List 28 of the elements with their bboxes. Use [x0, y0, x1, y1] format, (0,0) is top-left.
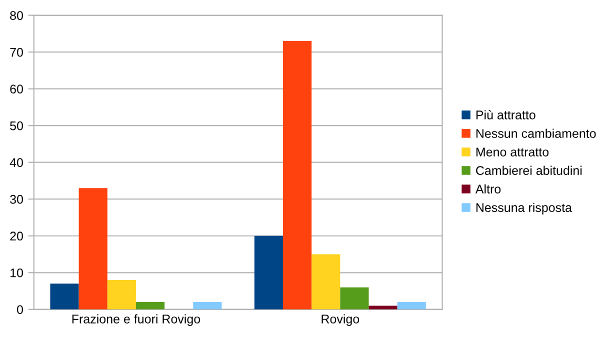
x-tick-label: Frazione e fuori Rovigo	[72, 314, 200, 326]
x-tick-label: Rovigo	[322, 314, 360, 326]
y-tick-label: 80	[10, 11, 23, 20]
y-tick-label: 30	[10, 194, 23, 204]
legend-label: Più attratto	[476, 110, 536, 120]
y-tick-label: 60	[10, 84, 23, 94]
legend-label: Altro	[475, 184, 501, 194]
bar	[50, 284, 79, 310]
bar	[340, 287, 369, 310]
y-tick-label: 10	[10, 268, 23, 278]
bar	[78, 188, 108, 310]
y-tick-label: 70	[10, 48, 23, 57]
legend-label: Cambierei abitudini	[476, 166, 582, 175]
y-tick-label: 0	[17, 305, 23, 314]
bar	[193, 302, 222, 310]
legend-label: Nessuna risposta	[476, 202, 572, 214]
legend-label: Nessun cambiamento	[476, 128, 596, 138]
bar	[397, 302, 426, 310]
bar	[368, 306, 398, 310]
y-tick-label: 20	[10, 232, 23, 241]
y-tick-label: 40	[10, 158, 23, 167]
bar	[282, 41, 312, 310]
y-tick-label: 50	[10, 121, 23, 130]
bar	[312, 254, 340, 310]
bar	[254, 236, 283, 310]
bar	[136, 302, 165, 310]
bar	[107, 280, 136, 310]
legend-label: Meno attratto	[476, 148, 549, 156]
